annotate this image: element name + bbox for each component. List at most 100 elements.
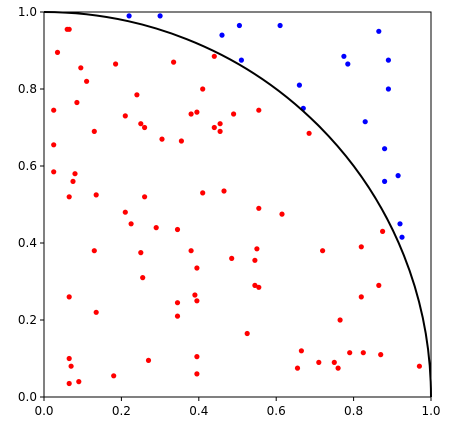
data-point-series-1-3: [236, 22, 242, 29]
data-point-series-0-60: [358, 294, 364, 300]
data-point-series-1-14: [382, 146, 388, 152]
data-point-series-1-8: [341, 53, 347, 59]
data-point-series-0-53: [93, 309, 99, 315]
data-point-series-0-9: [51, 142, 57, 148]
data-point-series-0-2: [54, 49, 61, 56]
data-point-series-0-27: [70, 178, 76, 184]
data-point-series-1-13: [362, 119, 368, 125]
data-point-series-0-43: [188, 248, 194, 254]
data-point-series-0-69: [111, 373, 117, 379]
data-point-series-0-17: [188, 111, 194, 117]
data-point-series-1-9: [345, 61, 351, 67]
data-point-series-1-11: [385, 57, 391, 63]
data-point-series-0-18: [194, 109, 200, 115]
x-tick-label: 1.0: [421, 404, 440, 418]
data-point-series-0-66: [145, 357, 152, 363]
data-point-series-0-72: [298, 348, 304, 354]
data-point-series-0-63: [337, 317, 343, 323]
y-tick-label: 0.6: [18, 159, 37, 173]
data-point-series-0-49: [320, 248, 326, 254]
data-point-series-1-18: [399, 234, 405, 240]
data-point-series-0-23: [217, 128, 223, 134]
data-point-series-0-80: [416, 363, 422, 369]
data-point-series-0-26: [51, 169, 57, 175]
data-point-series-0-13: [142, 124, 148, 131]
y-axis: 0.0 0.2 0.4 0.6 0.8 1.0: [18, 5, 44, 404]
y-tick-label: 0.2: [18, 313, 37, 327]
data-point-series-0-14: [159, 136, 165, 142]
chart-marks: [51, 13, 422, 387]
data-point-series-0-44: [194, 265, 200, 271]
data-point-series-0-35: [174, 226, 181, 233]
data-point-series-0-56: [192, 292, 198, 298]
x-tick-label: 0.0: [34, 404, 53, 418]
data-point-series-0-76: [335, 365, 341, 371]
data-point-series-0-16: [178, 138, 184, 144]
data-point-series-0-74: [316, 359, 322, 365]
data-point-series-1-17: [397, 221, 403, 227]
data-point-series-0-37: [221, 188, 227, 194]
data-point-series-0-22: [217, 121, 223, 127]
data-point-series-0-79: [378, 352, 384, 358]
data-point-series-0-51: [380, 228, 386, 234]
data-point-series-0-58: [252, 282, 258, 288]
y-tick-label: 0.8: [18, 82, 37, 96]
x-tick-label: 0.2: [112, 404, 131, 418]
quarter-circle-arc: [43, 11, 432, 398]
data-point-series-0-47: [254, 246, 260, 252]
data-point-series-0-34: [153, 225, 159, 231]
data-point-series-1-12: [385, 86, 391, 92]
data-point-series-0-57: [194, 298, 200, 304]
data-point-series-0-28: [72, 171, 78, 177]
data-point-series-0-31: [142, 194, 148, 200]
data-point-series-0-5: [84, 78, 90, 84]
data-point-series-0-70: [66, 380, 72, 387]
data-point-series-0-52: [66, 294, 72, 300]
data-point-series-1-5: [277, 22, 283, 29]
plot-area-frame: [43, 11, 432, 398]
x-tick-label: 0.4: [189, 404, 208, 418]
data-point-series-1-1: [157, 13, 163, 19]
data-point-series-0-59: [256, 284, 262, 290]
data-point-series-0-62: [244, 330, 250, 337]
data-point-series-0-68: [194, 371, 200, 377]
data-point-series-0-54: [174, 300, 181, 306]
data-point-series-0-42: [138, 250, 144, 256]
data-point-series-0-1: [66, 26, 72, 32]
data-point-series-0-19: [200, 86, 206, 92]
data-point-series-0-29: [66, 194, 72, 200]
data-point-series-0-10: [91, 128, 97, 134]
data-point-series-0-6: [74, 99, 80, 106]
data-point-series-0-11: [122, 113, 128, 119]
data-point-series-0-75: [331, 359, 337, 365]
data-point-series-0-55: [174, 313, 181, 319]
data-point-series-1-0: [126, 13, 132, 19]
data-point-series-0-78: [360, 350, 366, 356]
data-point-series-0-3: [51, 107, 57, 113]
data-point-series-0-38: [256, 205, 262, 211]
data-point-series-0-24: [231, 111, 237, 117]
data-point-series-1-10: [376, 28, 382, 34]
data-point-series-0-41: [91, 248, 97, 254]
data-point-series-0-12: [138, 121, 144, 127]
data-point-series-0-33: [128, 221, 134, 227]
data-point-series-0-40: [306, 130, 312, 136]
data-point-series-0-20: [211, 53, 217, 59]
data-point-series-1-16: [395, 173, 401, 179]
data-point-series-0-71: [76, 379, 82, 385]
data-point-series-0-4: [78, 65, 84, 71]
data-point-series-0-46: [229, 255, 235, 261]
data-point-series-0-61: [376, 282, 382, 288]
data-point-series-0-45: [140, 275, 146, 281]
data-point-series-0-48: [252, 257, 258, 263]
data-point-series-0-8: [134, 92, 140, 98]
data-point-series-0-39: [279, 211, 285, 217]
data-point-series-1-6: [296, 82, 302, 88]
data-point-series-0-7: [113, 61, 119, 67]
data-point-series-1-15: [382, 178, 388, 184]
data-point-series-0-30: [93, 192, 99, 198]
x-tick-label: 0.8: [344, 404, 363, 418]
data-point-series-0-21: [211, 124, 217, 131]
data-point-series-0-32: [122, 209, 128, 215]
